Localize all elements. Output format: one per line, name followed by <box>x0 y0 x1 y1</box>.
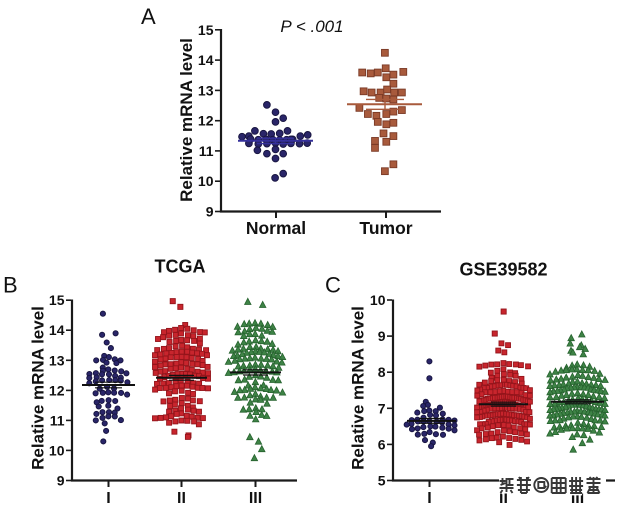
svg-text:III: III <box>249 490 262 507</box>
svg-text:B: B <box>3 273 18 298</box>
svg-text:15: 15 <box>198 22 214 38</box>
svg-text:9: 9 <box>57 473 65 489</box>
svg-text:14: 14 <box>49 322 65 338</box>
svg-text:Relative mRNA level: Relative mRNA level <box>349 306 368 470</box>
svg-text:12: 12 <box>49 382 65 398</box>
svg-text:I: I <box>427 490 431 507</box>
svg-text:14: 14 <box>198 52 214 68</box>
svg-text:Relative mRNA level: Relative mRNA level <box>177 38 196 202</box>
svg-text:Tumor: Tumor <box>359 218 412 238</box>
svg-text:15: 15 <box>49 292 65 308</box>
svg-text:P < .001: P < .001 <box>280 17 343 36</box>
svg-text:10: 10 <box>370 292 386 308</box>
svg-text:II: II <box>499 490 508 507</box>
svg-text:10: 10 <box>198 173 214 189</box>
svg-text:Normal: Normal <box>246 218 306 238</box>
svg-text:7: 7 <box>378 400 386 416</box>
svg-text:II: II <box>177 490 186 507</box>
svg-text:11: 11 <box>50 412 65 428</box>
svg-text:8: 8 <box>378 364 386 380</box>
svg-text:13: 13 <box>198 82 214 98</box>
svg-text:GSE39582: GSE39582 <box>459 260 547 280</box>
svg-text:5: 5 <box>378 473 386 489</box>
svg-text:12: 12 <box>198 113 214 129</box>
svg-text:6: 6 <box>378 436 386 452</box>
svg-text:A: A <box>141 4 156 29</box>
svg-text:TCGA: TCGA <box>155 257 206 277</box>
svg-text:13: 13 <box>49 352 65 368</box>
svg-text:C: C <box>325 273 341 298</box>
svg-text:10: 10 <box>49 442 65 458</box>
svg-text:11: 11 <box>199 143 214 159</box>
svg-text:I: I <box>106 490 110 507</box>
svg-text:9: 9 <box>206 204 214 220</box>
svg-text:Relative mRNA level: Relative mRNA level <box>29 306 48 470</box>
svg-text:9: 9 <box>378 328 386 344</box>
